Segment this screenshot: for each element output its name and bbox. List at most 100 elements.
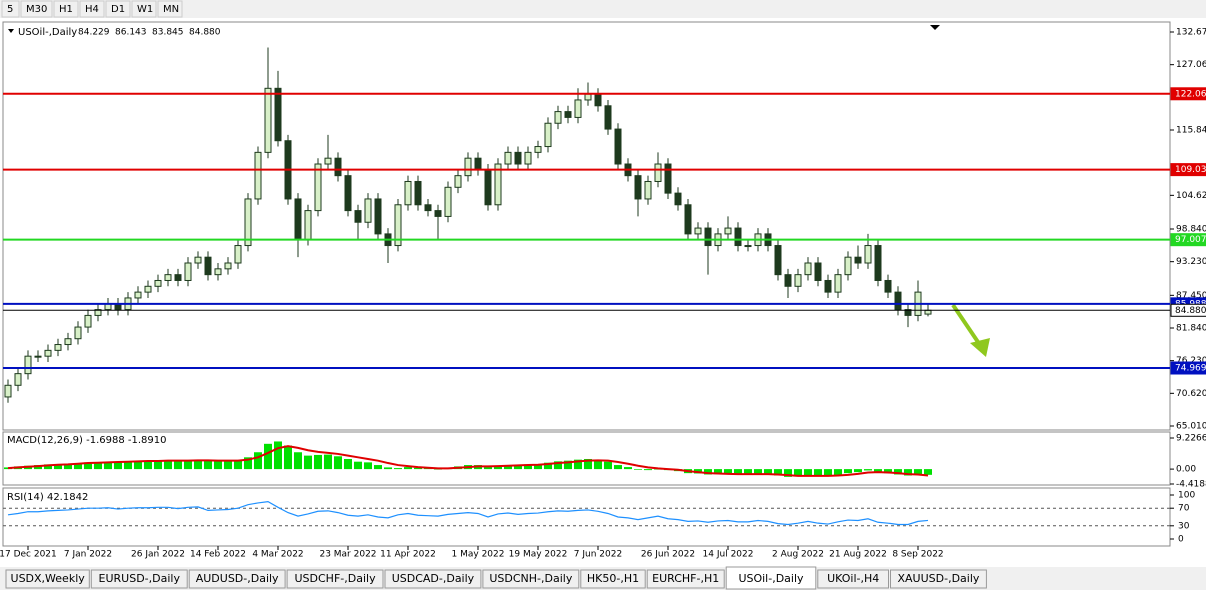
ohlc-value: 86.143 <box>115 28 147 38</box>
macd-bar <box>844 469 852 474</box>
tab-label[interactable]: USDCAD-,Daily <box>392 572 475 585</box>
toolbar-label[interactable]: H1 <box>59 4 73 15</box>
candle-body <box>364 198 372 223</box>
toolbar-label[interactable]: W1 <box>137 4 153 15</box>
toolbar-label[interactable]: D1 <box>111 4 125 15</box>
price-label-bg <box>1170 87 1206 101</box>
candle-body <box>924 309 932 315</box>
candle-body <box>54 344 62 351</box>
candle-body <box>264 87 272 153</box>
rsi-tick-label: 30 <box>1178 521 1190 531</box>
tab[interactable] <box>646 569 725 589</box>
tab[interactable] <box>5 569 90 589</box>
macd-bar <box>384 467 392 470</box>
toolbar-button[interactable] <box>20 0 53 18</box>
candle-body <box>544 122 552 148</box>
panel-marker <box>8 29 14 33</box>
macd-bar <box>854 469 862 473</box>
macd-bar <box>564 460 572 470</box>
toolbar-button[interactable] <box>53 0 79 18</box>
candle-body <box>724 227 732 235</box>
candle-body <box>354 210 362 223</box>
tab[interactable] <box>90 569 188 589</box>
candle-body <box>404 180 412 206</box>
y-tick-label: 93.230 <box>1176 257 1206 267</box>
x-tick-label: 2 Aug 2022 <box>772 550 824 560</box>
candle-body <box>534 146 542 153</box>
x-tick-label: 23 Mar 2022 <box>319 550 376 560</box>
macd-bar <box>214 461 222 470</box>
y-tick-label: 115.840 <box>1176 126 1206 136</box>
tab[interactable] <box>725 566 817 590</box>
macd-bar <box>744 469 752 475</box>
tab-label[interactable]: EURUSD-,Daily <box>99 572 181 585</box>
candle-body <box>864 245 872 264</box>
tab[interactable] <box>286 569 384 589</box>
macd-bar <box>724 469 732 474</box>
macd-panel <box>2 431 1171 486</box>
toolbar-label[interactable]: MN <box>163 4 179 15</box>
y-tick-label: 70.620 <box>1176 389 1206 399</box>
macd-bar <box>714 469 722 475</box>
x-tick-label: 26 Jun 2022 <box>641 550 695 560</box>
tab-label[interactable]: HK50-,H1 <box>587 572 639 585</box>
candle-body <box>654 163 662 182</box>
macd-tick-label: 0.00 <box>1176 465 1196 475</box>
candle-body <box>374 198 382 235</box>
price-label: 74.969 <box>1175 364 1206 374</box>
candle-body <box>744 245 752 248</box>
candle-body <box>694 227 702 235</box>
toolbar-label[interactable]: M30 <box>26 4 47 15</box>
rsi-tick-label: 100 <box>1178 491 1195 501</box>
candle-body <box>194 256 202 264</box>
tab[interactable] <box>188 569 286 589</box>
x-tick-label: 8 Sep 2022 <box>892 550 943 560</box>
toolbar-button[interactable] <box>79 0 105 18</box>
toolbar-button[interactable] <box>157 0 183 18</box>
tab-label[interactable]: USOil-,Daily <box>738 572 804 585</box>
toolbar-label[interactable]: 5 <box>7 4 13 15</box>
macd-bar <box>234 460 242 470</box>
candle-body <box>184 262 192 281</box>
y-tick-label: 87.450 <box>1176 291 1206 301</box>
tab[interactable] <box>482 569 580 589</box>
candle-body <box>674 192 682 206</box>
tab-label[interactable]: AUDUSD-,Daily <box>196 572 279 585</box>
candle-body <box>784 274 792 287</box>
tab[interactable] <box>580 569 646 589</box>
tab[interactable] <box>890 569 987 589</box>
candle-body <box>854 256 862 264</box>
tab-label[interactable]: UKOil-,H4 <box>827 572 879 585</box>
macd-bar <box>354 461 362 470</box>
macd-bar <box>484 467 492 470</box>
tab[interactable] <box>817 569 889 589</box>
tab-label[interactable]: EURCHF-,H1 <box>652 572 719 585</box>
y-tick-label: 81.840 <box>1176 323 1206 333</box>
macd-bar <box>394 468 402 470</box>
candle-body <box>634 175 642 200</box>
candle-body <box>684 204 692 235</box>
x-tick-label: 26 Jan 2022 <box>131 550 185 560</box>
candle-body <box>434 210 442 217</box>
toolbar-button[interactable] <box>131 0 157 18</box>
tab[interactable] <box>384 569 482 589</box>
tab-label[interactable]: USDCNH-,Daily <box>489 572 572 585</box>
toolbar-button[interactable] <box>1 0 20 18</box>
macd-bar <box>264 443 272 470</box>
ohlc-value: 83.845 <box>152 28 184 38</box>
candle-body <box>84 314 92 328</box>
x-tick-label: 4 Mar 2022 <box>252 550 303 560</box>
toolbar-label[interactable]: H4 <box>85 4 99 15</box>
macd-bar <box>624 467 632 470</box>
tab-label[interactable]: XAUUSD-,Daily <box>897 572 979 585</box>
macd-bar <box>814 469 822 476</box>
tab-label[interactable]: USDX,Weekly <box>11 572 86 585</box>
candle-body <box>874 245 882 281</box>
macd-bar <box>794 469 802 477</box>
candle-body <box>314 163 322 212</box>
macd-bar <box>784 469 792 477</box>
candle-body <box>604 105 612 130</box>
macd-bar <box>114 461 122 470</box>
tab-label[interactable]: USDCHF-,Daily <box>295 572 377 585</box>
toolbar-button[interactable] <box>105 0 131 18</box>
